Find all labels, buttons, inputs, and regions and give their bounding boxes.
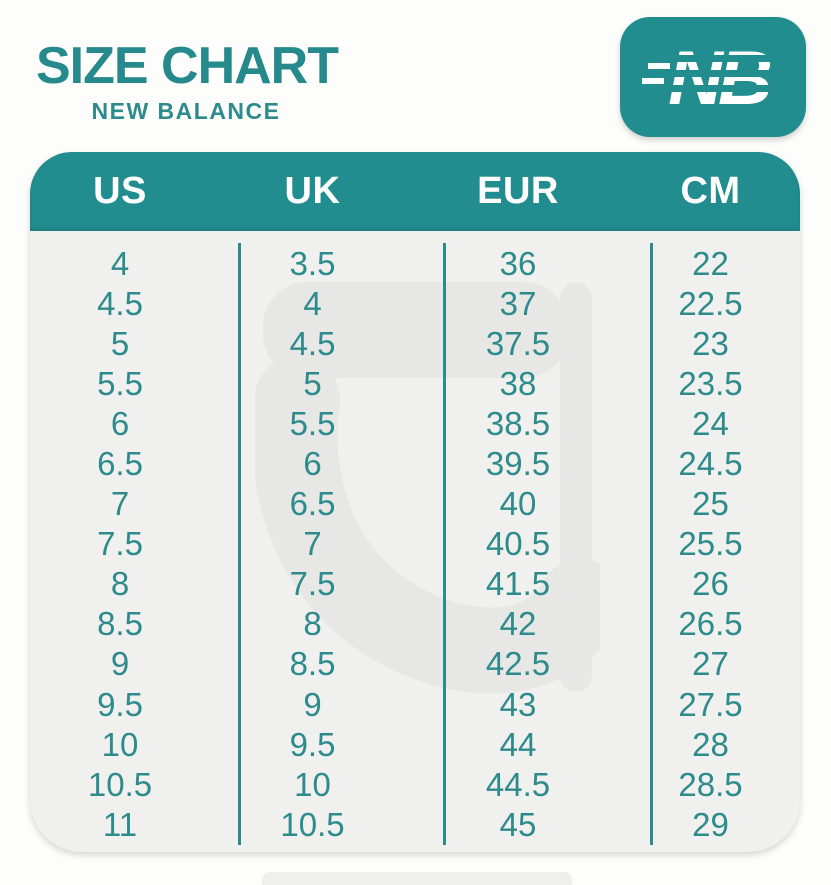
page-title: SIZE CHART: [36, 37, 339, 95]
size-cell-eur: 43: [499, 685, 537, 723]
footer-faded-bar: [262, 872, 572, 885]
size-cell-eur: 41.5: [485, 565, 551, 603]
column-header-us: US: [93, 170, 147, 212]
size-cell-us: 10: [101, 725, 139, 763]
size-cell-us: 9: [110, 645, 130, 683]
size-cell-cm: 27.5: [678, 685, 743, 723]
new-balance-logo: NB: [620, 17, 806, 137]
title-block: SIZE CHART NEW BALANCE: [36, 37, 339, 125]
size-cell-us: 5: [110, 324, 130, 362]
size-cell-uk: 10: [294, 765, 331, 803]
size-cell-eur: 40: [499, 485, 537, 523]
size-cell-us: 11: [102, 805, 138, 843]
size-cell-eur: 36: [499, 244, 537, 282]
column-header-eur: EUR: [477, 170, 559, 212]
column-header-uk: UK: [284, 170, 341, 212]
size-cell-cm: 28.5: [678, 765, 743, 803]
size-cell-uk: 5: [303, 364, 322, 402]
size-cell-uk: 5.5: [289, 404, 336, 442]
size-cell-us: 4.5: [97, 284, 143, 322]
size-cell-uk: 6.5: [289, 485, 336, 523]
size-cell-cm: 26: [692, 565, 729, 603]
size-cell-uk: 4.5: [289, 324, 336, 362]
size-cell-us: 8: [110, 565, 130, 603]
size-cell-eur: 38: [499, 364, 537, 402]
size-cell-cm: 22.5: [678, 284, 743, 322]
size-chart-card: US UK EUR CM 4 3.5 36 22 4.5 4 37 22.5 5 4.5 37.5 2…: [30, 152, 800, 852]
column-header-cm: CM: [680, 170, 741, 212]
size-cell-uk: 4: [303, 284, 322, 322]
size-cell-us: 5.5: [97, 364, 143, 402]
size-cell-uk: 8: [303, 605, 322, 643]
column-divider-us-uk: [238, 243, 241, 845]
size-cell-us: 7.5: [97, 525, 143, 563]
size-cell-cm: 25.5: [678, 525, 743, 563]
size-cell-cm: 23.5: [678, 364, 743, 402]
svg-text:NB: NB: [668, 36, 771, 121]
size-cell-us: 4: [110, 244, 130, 282]
size-cell-cm: 29: [692, 805, 729, 843]
table-header-row: US UK EUR CM: [30, 152, 800, 231]
size-cell-uk: 6: [303, 445, 322, 483]
size-cell-eur: 44: [499, 725, 537, 763]
size-cell-uk: 8.5: [289, 645, 336, 683]
size-rows: 4 3.5 36 22 4.5 4 37 22.5 5 4.5 37.5 23 5.5 5 38 23.5 6 5…: [30, 243, 800, 845]
watermark-shape: [255, 282, 600, 694]
size-cell-eur: 42.5: [485, 645, 551, 683]
table-body: 4 3.5 36 22 4.5 4 37 22.5 5 4.5 37.5 23 5.5 5 38 23.5 6 5…: [30, 231, 800, 852]
size-cell-eur: 39.5: [485, 445, 551, 483]
column-divider-uk-eur: [443, 243, 446, 845]
nb-logo-icon: NB: [620, 17, 806, 137]
size-cell-cm: 24.5: [678, 445, 743, 483]
size-cell-uk: 9.5: [289, 725, 336, 763]
size-cell-eur: 37.5: [485, 324, 551, 362]
size-cell-cm: 27: [692, 645, 729, 683]
size-cell-us: 7: [110, 485, 130, 523]
size-cell-eur: 42: [499, 605, 537, 643]
size-cell-eur: 45: [499, 805, 537, 843]
size-cell-us: 10.5: [87, 765, 153, 803]
size-cell-cm: 26.5: [678, 605, 743, 643]
column-divider-eur-cm: [650, 243, 653, 845]
size-cell-eur: 37: [499, 284, 537, 322]
size-cell-uk: 7: [303, 525, 322, 563]
size-cell-eur: 44.5: [485, 765, 551, 803]
size-cell-eur: 38.5: [485, 404, 551, 442]
size-cell-us: 8.5: [97, 605, 143, 643]
page-subtitle: NEW BALANCE: [91, 98, 281, 124]
size-cell-uk: 3.5: [289, 244, 336, 282]
size-cell-cm: 23: [692, 324, 729, 362]
size-cell-eur: 40.5: [485, 525, 551, 563]
size-cell-cm: 25: [692, 485, 729, 523]
size-cell-us: 6: [110, 404, 130, 442]
size-cell-uk: 9: [303, 685, 322, 723]
size-cell-cm: 28: [692, 725, 729, 763]
size-cell-cm: 22: [692, 244, 729, 282]
size-cell-uk: 7.5: [289, 565, 336, 603]
size-cell-uk: 10.5: [280, 805, 345, 843]
size-cell-us: 6.5: [97, 445, 143, 483]
size-cell-us: 9.5: [97, 685, 143, 723]
size-cell-cm: 24: [692, 404, 729, 442]
